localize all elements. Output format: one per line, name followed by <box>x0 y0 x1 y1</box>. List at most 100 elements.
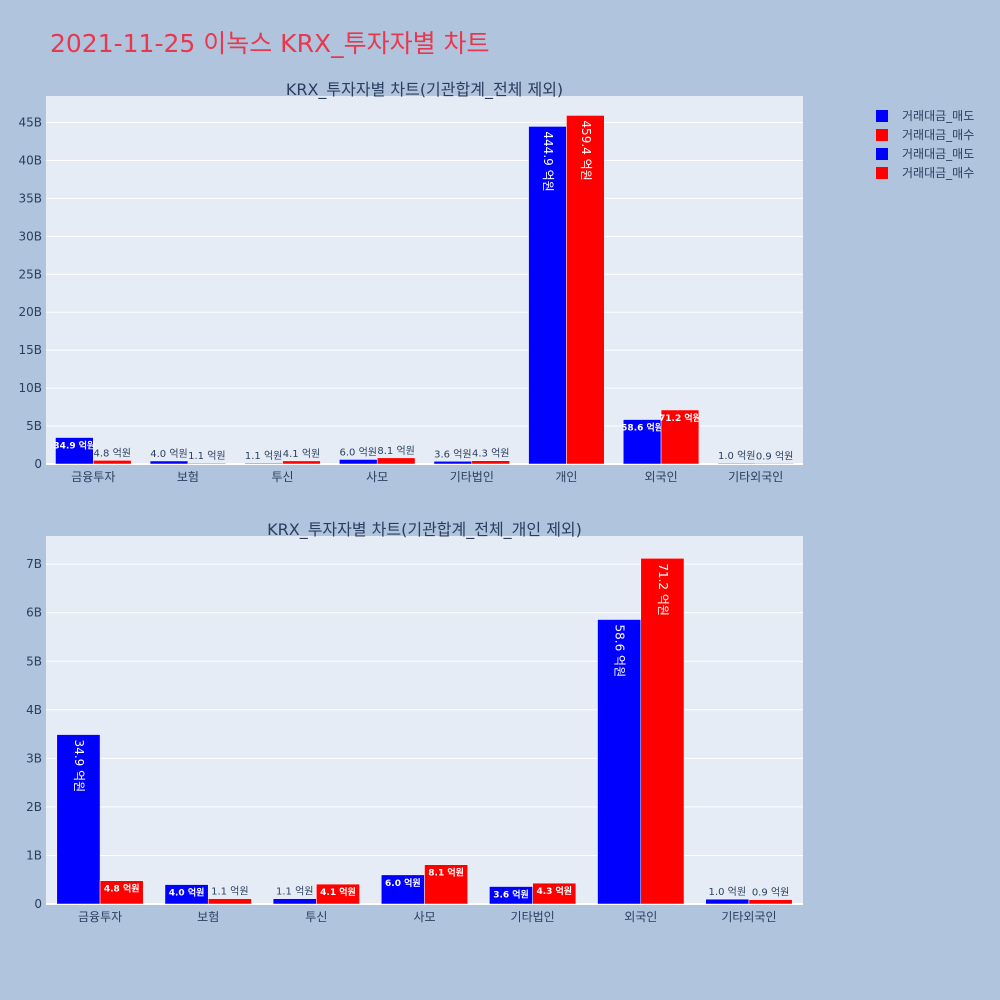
bar <box>339 459 378 465</box>
data-label: 444.9 억원 <box>541 131 555 191</box>
legend-swatch <box>876 128 888 141</box>
bar <box>376 457 416 465</box>
data-label: 459.4 억원 <box>579 120 593 180</box>
data-label: 1.1 억원 <box>276 886 313 898</box>
x-tick-label: 보험 <box>197 910 219 924</box>
bar <box>316 883 360 905</box>
legend-label: 거래대금_매도 <box>902 109 975 123</box>
bar <box>597 619 642 905</box>
bar <box>282 460 321 465</box>
x-tick-label: 보험 <box>177 470 199 484</box>
y-tick-label: 45B <box>18 116 42 130</box>
data-label: 71.2 억원 <box>656 563 670 616</box>
chart-title: KRX_투자자별 차트(기관합계_전체 제외) <box>286 80 563 100</box>
data-label: 4.3 억원 <box>536 885 572 897</box>
bar <box>433 461 473 465</box>
x-tick-label: 기타법인 <box>450 470 494 484</box>
data-label: 3.6 억원 <box>434 448 471 460</box>
bar <box>532 882 577 905</box>
bar <box>748 899 793 905</box>
y-tick-label: 0 <box>34 457 42 471</box>
x-tick-label: 기타법인 <box>511 910 555 924</box>
x-tick-label: 외국인 <box>624 910 657 924</box>
x-tick-label: 사모 <box>413 910 435 924</box>
x-tick-label: 금융투자 <box>78 910 122 924</box>
data-label: 58.6 억원 <box>621 422 663 434</box>
bar <box>471 460 510 465</box>
data-label: 4.0 억원 <box>150 448 187 460</box>
bar <box>244 462 283 465</box>
data-label: 1.0 억원 <box>718 450 755 462</box>
legend-label: 거래대금_매수 <box>902 166 975 180</box>
data-label: 4.1 억원 <box>320 886 356 898</box>
bar <box>717 462 756 465</box>
bar <box>424 864 469 905</box>
y-tick-label: 35B <box>18 191 42 205</box>
bar <box>622 419 662 465</box>
y-tick-label: 7B <box>26 557 42 571</box>
bar <box>705 898 750 905</box>
legend-item[interactable]: 거래대금_매수 <box>876 163 974 182</box>
data-label: 4.1 억원 <box>283 448 320 460</box>
legend: 거래대금_매도 거래대금_매수 거래대금_매도 거래대금_매수 <box>876 106 974 182</box>
data-label: 8.1 억원 <box>428 867 464 879</box>
bar <box>207 898 252 905</box>
bar <box>566 115 605 465</box>
data-label: 4.3 억원 <box>472 448 509 460</box>
y-tick-label: 0 <box>34 897 42 911</box>
bar <box>187 462 227 465</box>
legend-item[interactable]: 거래대금_매도 <box>876 106 974 125</box>
legend-label: 거래대금_매수 <box>902 128 975 142</box>
x-tick-label: 개인 <box>555 470 577 484</box>
x-tick-label: 투신 <box>305 910 327 924</box>
legend-item[interactable]: 거래대금_매수 <box>876 125 974 144</box>
legend-swatch <box>876 109 888 122</box>
legend-label: 거래대금_매도 <box>902 147 975 161</box>
data-label: 4.0 억원 <box>169 887 205 899</box>
chart-1: 0 5B 10B 15B 20B 25B 30B 35B 40B 45B KRX_투자자별 차트(기… <box>18 80 803 484</box>
data-label: 71.2 억원 <box>659 412 701 424</box>
x-tick-label: 사모 <box>366 470 388 484</box>
bar <box>93 460 132 465</box>
y-tick-label: 20B <box>18 305 42 319</box>
bar <box>56 734 101 905</box>
plot-area <box>46 96 803 464</box>
y-tick-label: 10B <box>18 381 42 395</box>
bar <box>755 463 794 465</box>
data-label: 4.8 억원 <box>104 883 140 895</box>
data-label: 34.9 억원 <box>72 740 86 793</box>
data-label: 1.1 억원 <box>245 450 282 462</box>
x-tick-label: 투신 <box>272 470 294 484</box>
y-tick-label: 1B <box>26 848 42 862</box>
bar <box>640 558 685 905</box>
bar <box>99 880 144 905</box>
y-tick-label: 3B <box>26 751 42 765</box>
data-label: 34.9 억원 <box>53 440 95 452</box>
chart-2: 0 1B 2B 3B 4B 5B 6B 7B KRX_투자자별 차트(기관합계_전체_개인 제외… <box>26 520 803 924</box>
legend-swatch <box>876 166 888 179</box>
x-tick-label: 기타외국인 <box>728 470 783 484</box>
y-tick-label: 30B <box>18 229 42 243</box>
data-label: 58.6 억원 <box>613 625 627 678</box>
plot-area <box>46 536 803 904</box>
page-title: 2021-11-25 이녹스 KRX_투자자별 차트 <box>50 29 490 58</box>
data-label: 1.1 억원 <box>188 450 225 462</box>
data-label: 0.9 억원 <box>752 887 789 899</box>
bar <box>149 460 189 465</box>
legend-swatch <box>876 147 888 160</box>
bar <box>164 884 209 905</box>
legend-item[interactable]: 거래대금_매도 <box>876 144 974 163</box>
bar <box>528 126 567 465</box>
data-label: 6.0 억원 <box>385 877 421 889</box>
data-label: 0.9 억원 <box>756 450 793 462</box>
x-tick-label: 외국인 <box>645 470 678 484</box>
data-label: 3.6 억원 <box>493 889 529 901</box>
y-tick-label: 5B <box>26 419 42 433</box>
y-tick-label: 4B <box>26 703 42 717</box>
bar <box>55 437 94 465</box>
bar <box>660 409 700 465</box>
y-tick-label: 5B <box>26 654 42 668</box>
data-label: 6.0 억원 <box>340 446 377 458</box>
y-tick-label: 6B <box>26 606 42 620</box>
